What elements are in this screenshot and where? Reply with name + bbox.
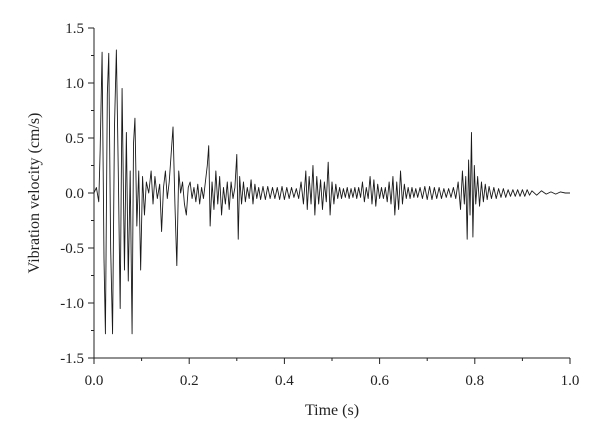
x-tick-label: 0.8 bbox=[465, 373, 484, 389]
y-tick-label: -0.5 bbox=[60, 241, 84, 257]
y-tick-label: 1.5 bbox=[65, 21, 84, 37]
y-axis-title: Vibration velocity (cm/s) bbox=[26, 113, 43, 274]
x-axis-title: Time (s) bbox=[305, 402, 359, 419]
x-tick-label: 1.0 bbox=[561, 373, 580, 389]
y-axis-ticks: 1.5 1.0 0.5 0.0 -0.5 -1.0 -1.5 bbox=[60, 21, 94, 367]
y-tick-label: 0.5 bbox=[65, 131, 84, 147]
y-tick-label: -1.5 bbox=[60, 351, 84, 367]
x-tick-label: 0.6 bbox=[370, 373, 389, 389]
x-tick-label: 0.2 bbox=[180, 373, 199, 389]
x-tick-label: 0.4 bbox=[275, 373, 294, 389]
x-tick-label: 0.0 bbox=[85, 373, 104, 389]
plot-area bbox=[93, 49, 570, 335]
y-tick-label: 0.0 bbox=[65, 186, 84, 202]
y-tick-label: 1.0 bbox=[65, 76, 84, 92]
series-line bbox=[93, 49, 570, 335]
axes bbox=[93, 28, 570, 359]
y-tick-label: -1.0 bbox=[60, 296, 84, 312]
x-axis-ticks: 0.0 0.2 0.4 0.6 0.8 1.0 bbox=[85, 358, 580, 389]
